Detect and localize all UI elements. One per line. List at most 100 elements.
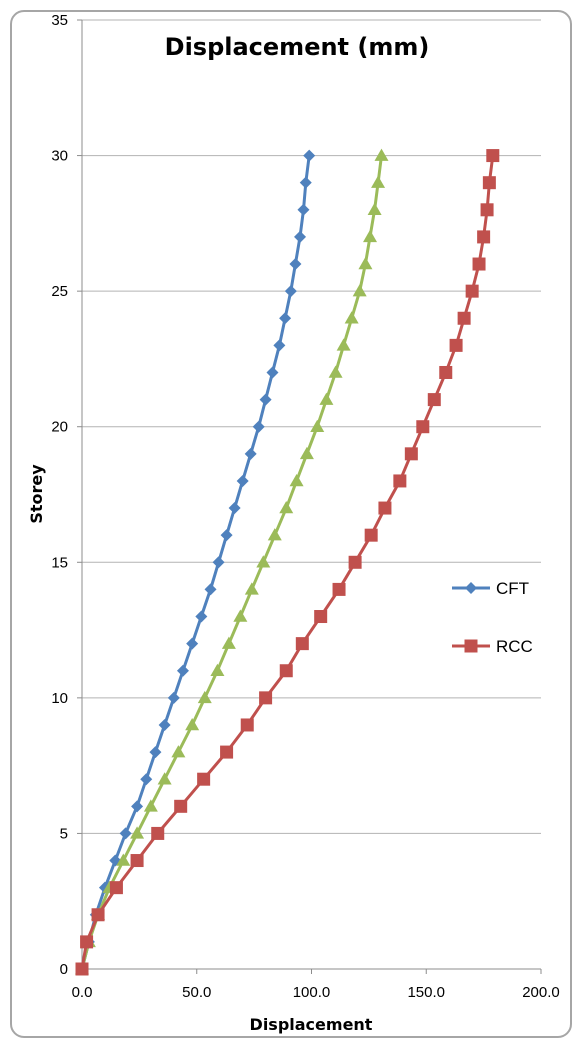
data-point-cft <box>220 529 233 542</box>
data-point-series-2 <box>157 772 172 785</box>
data-point-series-2 <box>289 473 304 487</box>
data-point-cft <box>236 474 249 487</box>
legend-label: RCC <box>496 637 533 656</box>
chart-frame <box>10 10 572 1038</box>
data-point-cft <box>212 556 225 569</box>
data-point-cft <box>158 718 171 731</box>
data-point-rcc <box>480 203 494 217</box>
data-point-cft <box>289 258 302 271</box>
data-point-series-2 <box>143 799 158 812</box>
data-point-rcc <box>465 284 479 298</box>
legend-marker <box>464 639 478 653</box>
data-point-rcc <box>130 854 144 868</box>
series-rcc <box>75 149 500 976</box>
data-point-cft <box>149 746 162 759</box>
data-point-rcc <box>364 528 378 542</box>
data-point-series-2 <box>344 311 359 324</box>
data-point-cft <box>294 230 307 243</box>
data-point-cft <box>119 827 132 840</box>
data-point-cft <box>252 420 265 433</box>
data-point-series-2 <box>279 501 294 514</box>
data-point-series-2 <box>221 636 236 649</box>
data-point-rcc <box>378 501 392 515</box>
data-point-rcc <box>449 338 463 352</box>
data-point-series-2 <box>197 690 212 704</box>
data-point-series-2 <box>256 555 271 568</box>
data-point-cft <box>140 773 153 786</box>
data-point-rcc <box>80 935 94 949</box>
data-point-series-2 <box>233 609 248 622</box>
data-point-series-2 <box>185 717 200 731</box>
data-point-series-2 <box>210 663 225 676</box>
data-point-cft <box>279 312 292 325</box>
x-tick-label: 100.0 <box>293 984 331 1001</box>
data-point-series-2 <box>319 392 334 405</box>
data-point-cft <box>299 176 312 189</box>
data-point-rcc <box>109 881 123 895</box>
data-point-series-2 <box>374 148 389 161</box>
chart-title: Displacement (mm) <box>165 33 430 61</box>
data-point-series-2 <box>336 338 351 351</box>
data-point-series-2 <box>358 257 373 270</box>
data-point-rcc <box>477 230 491 244</box>
data-point-rcc <box>75 962 89 976</box>
y-tick-label: 5 <box>60 825 68 842</box>
data-point-series-2 <box>267 528 282 541</box>
data-point-series-2 <box>130 826 145 839</box>
y-tick-label: 20 <box>51 419 68 436</box>
data-point-series-2 <box>116 853 131 866</box>
legend-marker <box>465 582 477 594</box>
data-point-cft <box>284 285 297 298</box>
data-point-series-2 <box>171 745 186 758</box>
data-point-cft <box>228 502 241 515</box>
data-point-rcc <box>295 637 309 651</box>
data-point-rcc <box>259 691 273 705</box>
data-point-cft <box>204 583 217 596</box>
data-point-cft <box>273 339 286 352</box>
data-point-rcc <box>472 257 486 271</box>
data-point-rcc <box>279 664 293 678</box>
data-point-cft <box>303 149 316 162</box>
data-point-cft <box>244 447 257 460</box>
y-tick-label: 35 <box>51 12 68 29</box>
data-point-cft <box>195 610 208 623</box>
data-point-rcc <box>416 420 430 434</box>
series-series-2 <box>75 148 389 975</box>
legend-item-cft: CFT <box>452 579 529 598</box>
legend-item-rcc: RCC <box>452 637 533 656</box>
x-tick-label: 50.0 <box>182 984 211 1001</box>
data-point-rcc <box>197 772 211 786</box>
data-point-rcc <box>220 745 234 759</box>
y-tick-label: 0 <box>60 961 68 978</box>
data-point-rcc <box>404 447 418 461</box>
x-axis-title: Displacement <box>250 1015 373 1034</box>
y-tick-label: 15 <box>51 554 68 571</box>
data-point-rcc <box>486 149 500 163</box>
data-point-rcc <box>482 176 496 190</box>
data-point-rcc <box>174 799 188 813</box>
data-point-series-2 <box>310 419 325 432</box>
data-point-cft <box>266 366 279 379</box>
data-point-cft <box>259 393 272 406</box>
data-point-series-2 <box>328 365 343 378</box>
y-tick-label: 25 <box>51 283 68 300</box>
data-point-series-2 <box>367 202 382 216</box>
data-point-cft <box>131 800 144 813</box>
data-point-rcc <box>240 718 254 732</box>
data-point-series-2 <box>371 175 386 188</box>
y-tick-label: 30 <box>51 148 68 165</box>
y-tick-label: 10 <box>51 690 68 707</box>
data-point-rcc <box>348 555 362 569</box>
data-point-series-2 <box>363 229 378 243</box>
x-tick-label: 150.0 <box>407 984 445 1001</box>
data-point-rcc <box>439 365 453 379</box>
data-point-rcc <box>151 826 165 840</box>
legend-label: CFT <box>496 579 529 598</box>
data-point-rcc <box>91 908 105 922</box>
data-point-rcc <box>314 610 328 624</box>
data-point-series-2 <box>299 446 314 460</box>
y-axis-title: Storey <box>27 464 46 524</box>
data-point-cft <box>176 664 189 677</box>
data-point-rcc <box>393 474 407 488</box>
